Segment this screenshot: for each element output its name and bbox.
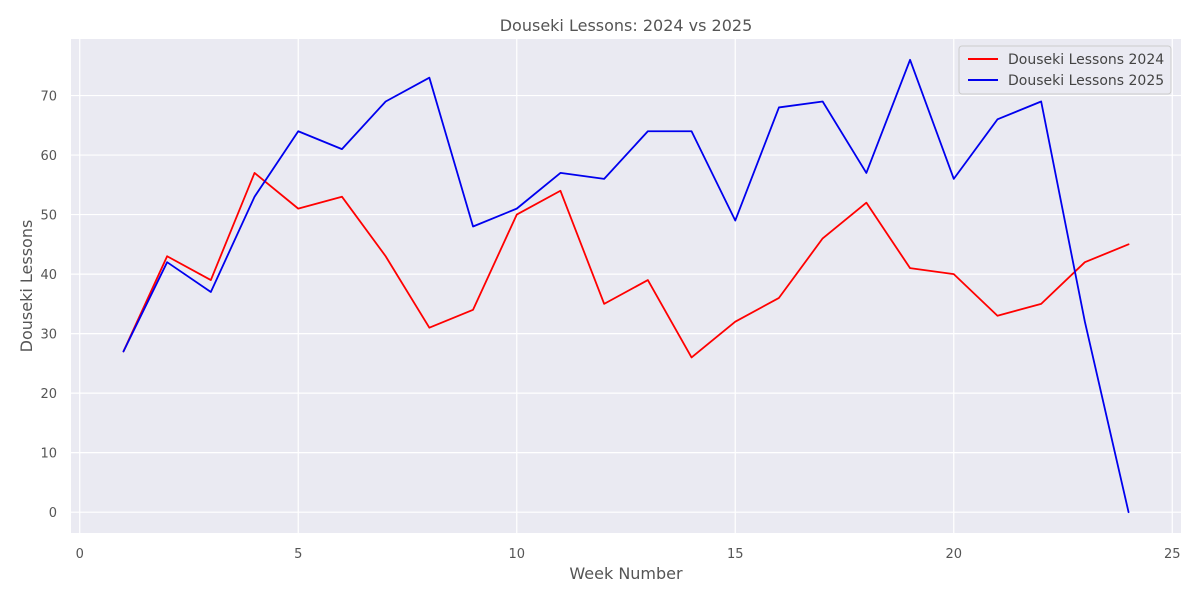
x-tick-label: 10 [508,547,525,562]
series-line-2024 [122,172,1130,359]
y-tick-label: 50 [40,209,57,224]
legend-box [958,45,1172,95]
chart-title: Douseki Lessons: 2024 vs 2025 [500,16,753,35]
legend: Douseki Lessons 2024 Douseki Lessons 202… [958,45,1172,95]
y-tick-label: 40 [40,268,57,283]
grid-lines [71,39,1181,533]
legend-label-2024: Douseki Lessons 2024 [1008,52,1164,68]
y-axis-ticks: 0 10 20 30 40 50 60 70 [40,90,57,522]
y-tick-label: 0 [49,506,57,521]
y-axis-label: Douseki Lessons [17,220,36,353]
y-tick-label: 70 [40,90,57,105]
y-tick-label: 30 [40,328,57,343]
y-tick-label: 60 [40,149,57,164]
x-tick-label: 15 [727,547,744,562]
y-tick-label: 20 [40,387,57,402]
x-tick-label: 20 [945,547,962,562]
x-axis-ticks: 0 5 10 15 20 25 [76,547,1181,562]
series-line-2025 [122,58,1130,514]
series-lines [122,58,1130,514]
x-tick-label: 25 [1164,547,1181,562]
y-tick-label: 10 [40,447,57,462]
x-axis-label: Week Number [569,564,683,583]
x-tick-label: 5 [294,547,302,562]
x-tick-label: 0 [76,547,84,562]
legend-label-2025: Douseki Lessons 2025 [1008,73,1164,89]
